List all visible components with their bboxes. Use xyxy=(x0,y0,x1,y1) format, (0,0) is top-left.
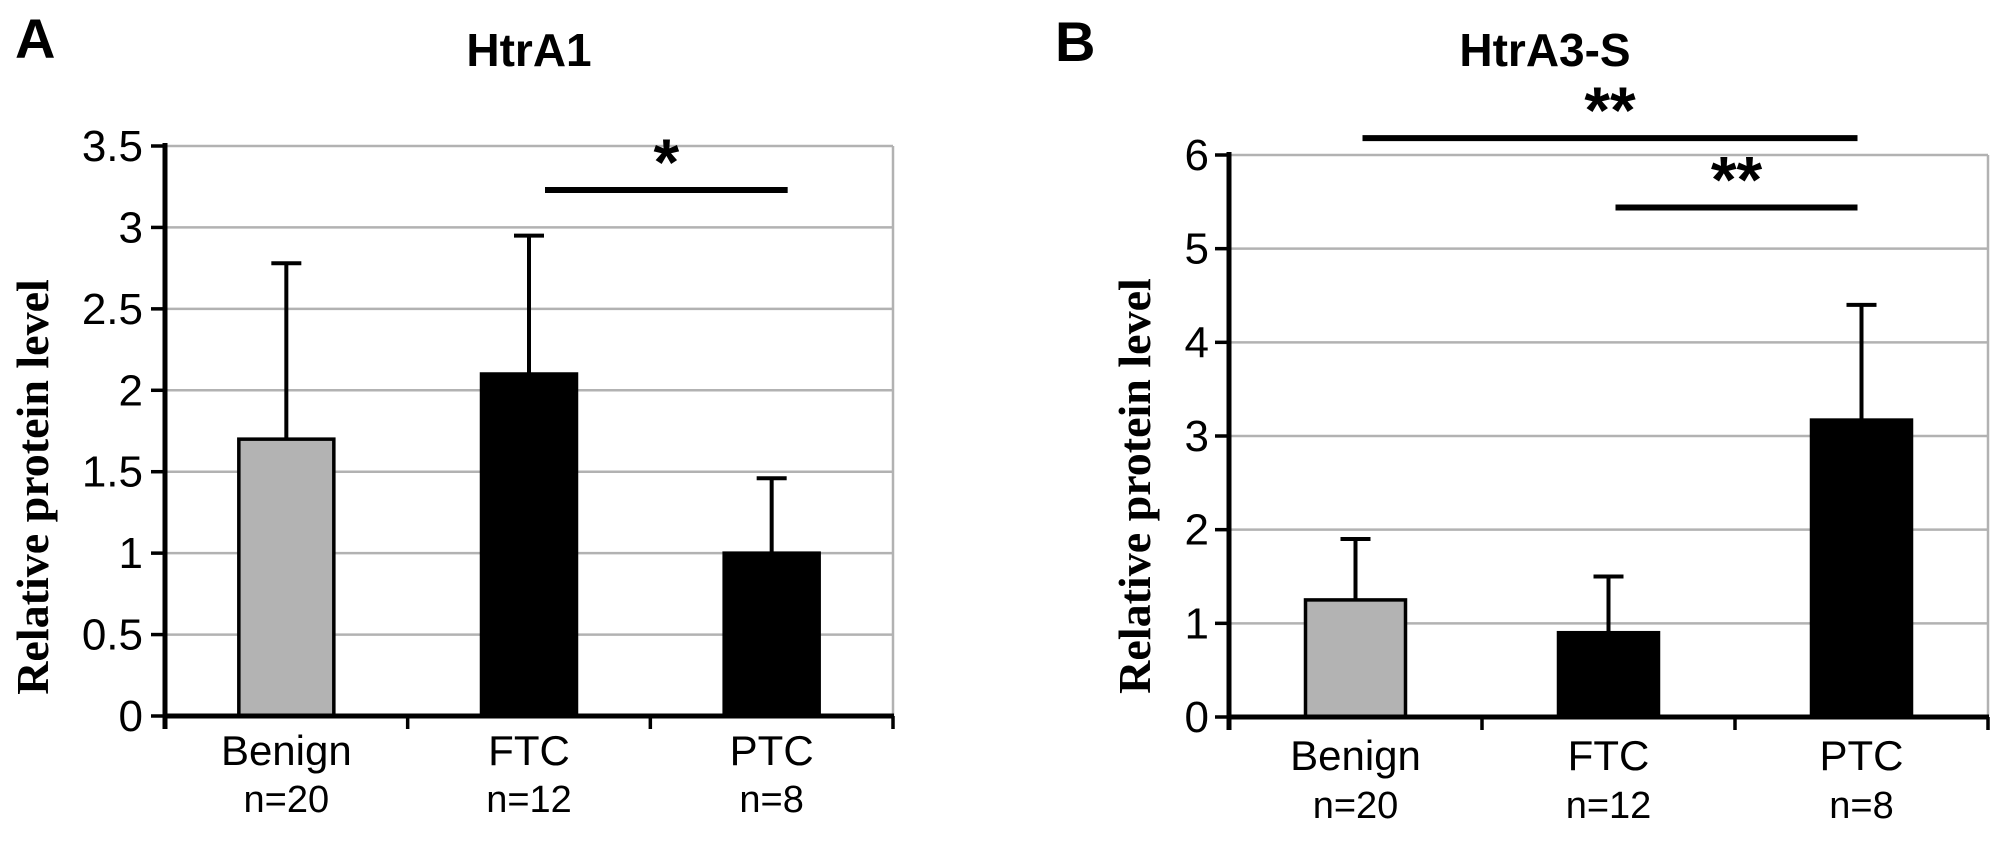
significance-label: * xyxy=(653,125,679,199)
significance-label: ** xyxy=(1584,73,1636,147)
sample-size-label-benign: n=20 xyxy=(1313,785,1399,827)
y-tick-label: 3 xyxy=(1185,412,1209,461)
category-label-ptc: PTC xyxy=(730,727,814,774)
bar-ftc xyxy=(1556,630,1661,719)
significance-label: ** xyxy=(1711,142,1763,216)
y-tick-label: 5 xyxy=(1185,225,1209,274)
y-axis-label: Relative protein level xyxy=(7,279,58,695)
bar-ptc xyxy=(1809,418,1914,719)
chart-title: HtrA3-S xyxy=(1459,24,1630,76)
y-tick-label: 1.5 xyxy=(82,448,143,497)
y-tick-label: 6 xyxy=(1185,131,1209,180)
y-tick-label: 3 xyxy=(119,203,143,252)
y-tick-label: 1 xyxy=(1185,599,1209,648)
panel-letter: B xyxy=(1055,10,1095,73)
panel-a: 0 0.5 1 1.5 2 2.5 3 3.5 Benign n=20 FTC n=12 PTC n=8 *… xyxy=(7,7,895,821)
bar-benign xyxy=(237,437,336,718)
sample-size-label-ptc: n=8 xyxy=(739,779,803,821)
sample-size-label-benign: n=20 xyxy=(244,779,330,821)
y-tick-label: 4 xyxy=(1185,318,1209,367)
sample-size-label-ptc: n=8 xyxy=(1829,785,1893,827)
y-axis-label: Relative protein level xyxy=(1109,278,1160,694)
bar-benign xyxy=(1303,598,1408,719)
y-tick-label: 2 xyxy=(119,366,143,415)
y-tick-label: 2 xyxy=(1185,506,1209,555)
sample-size-label-ftc: n=12 xyxy=(1566,785,1652,827)
category-label-benign: Benign xyxy=(1290,732,1421,779)
y-tick-label: 3.5 xyxy=(82,122,143,171)
panel-letter: A xyxy=(15,7,55,70)
y-tick-label: 0.5 xyxy=(82,611,143,660)
category-label-ftc: FTC xyxy=(1568,732,1650,779)
chart-title: HtrA1 xyxy=(466,24,591,76)
bar-ptc xyxy=(722,551,821,718)
y-tick-label: 0 xyxy=(119,692,143,741)
category-label-ptc: PTC xyxy=(1820,732,1904,779)
category-label-ftc: FTC xyxy=(488,727,570,774)
y-tick-label: 2.5 xyxy=(82,285,143,334)
category-label-benign: Benign xyxy=(221,727,352,774)
panel-b: 0 1 2 3 4 5 6 Benign n=20 FTC n=12 PTC n=8 ** ** B HtrA3… xyxy=(1055,10,1990,827)
y-tick-label: 1 xyxy=(119,529,143,578)
sample-size-label-ftc: n=12 xyxy=(486,779,572,821)
y-tick-label: 0 xyxy=(1185,693,1209,742)
bar-ftc xyxy=(479,372,579,718)
